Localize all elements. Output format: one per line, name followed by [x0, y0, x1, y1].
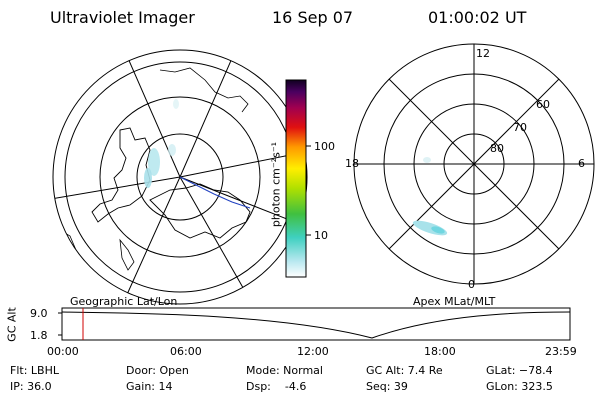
mlat-label-70: 70 — [513, 121, 527, 134]
left-panel-label: Geographic Lat/Lon — [70, 295, 178, 308]
time-tick-1200: 12:00 — [297, 345, 329, 358]
gc-alt-info: GC Alt: 7.4 Re — [366, 364, 443, 377]
observation-time: 01:00:02 UT — [428, 8, 527, 27]
seq-info: Seq: 39 — [366, 380, 408, 393]
colorbar-tick-100: 100 — [314, 140, 335, 153]
mlt-label-left: 18 — [345, 157, 359, 170]
door-info: Door: Open — [126, 364, 189, 377]
altitude-axis-label: GC Alt — [5, 307, 19, 342]
filter-info: Flt: LBHL — [10, 364, 59, 377]
observation-date: 16 Sep 07 — [272, 8, 354, 27]
mlat-label-80: 80 — [490, 142, 504, 155]
altitude-tick-low: 1.8 — [30, 329, 48, 342]
mode-info: Mode: Normal — [246, 364, 323, 377]
instrument-title: Ultraviolet Imager — [50, 8, 195, 27]
dsp-info: Dsp: -4.6 — [246, 380, 307, 393]
colorbar — [285, 79, 311, 278]
mlat-label-60: 60 — [536, 98, 550, 111]
geographic-map — [52, 49, 308, 305]
altitude-tick-high: 9.0 — [30, 307, 48, 320]
altitude-plot — [58, 307, 571, 341]
right-panel-label: Apex MLat/MLT — [413, 295, 496, 308]
ip-info: IP: 36.0 — [10, 380, 52, 393]
mlt-label-right: 6 — [578, 157, 585, 170]
glat-info: GLat: −78.4 — [486, 364, 553, 377]
time-tick-2359: 23:59 — [545, 345, 577, 358]
colorbar-unit-label: photon cm⁻²s⁻¹ — [269, 141, 283, 228]
magnetic-polar-plot — [353, 43, 595, 285]
mlt-label-bottom: 0 — [468, 278, 475, 291]
time-tick-0000: 00:00 — [47, 345, 79, 358]
glon-info: GLon: 323.5 — [486, 380, 553, 393]
mlt-label-top: 12 — [476, 47, 490, 60]
gain-info: Gain: 14 — [126, 380, 173, 393]
time-tick-1800: 18:00 — [424, 345, 456, 358]
time-tick-0600: 06:00 — [170, 345, 202, 358]
colorbar-tick-10: 10 — [314, 229, 328, 242]
